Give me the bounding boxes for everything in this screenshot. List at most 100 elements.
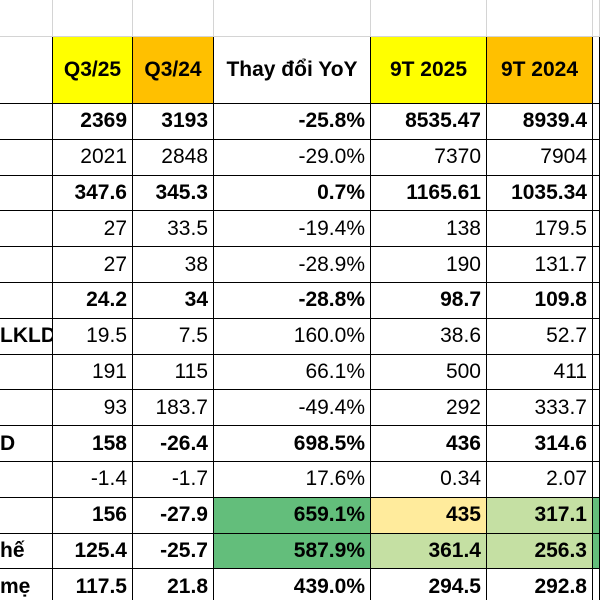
column-header-cell[interactable]: [371, 0, 487, 37]
table-cell[interactable]: 38.6: [371, 318, 487, 355]
row-label[interactable]: [0, 462, 53, 498]
table-cell[interactable]: 115: [133, 354, 214, 391]
table-cell[interactable]: 38: [133, 247, 214, 283]
table-cell[interactable]: -26.4: [133, 426, 214, 462]
table-cell[interactable]: -25.8%: [214, 104, 371, 140]
table-cell[interactable]: 190: [371, 247, 487, 283]
table-cell[interactable]: [593, 104, 600, 140]
column-header-cell[interactable]: [0, 0, 53, 37]
row-label[interactable]: [0, 175, 53, 212]
table-cell[interactable]: 33.5: [133, 211, 214, 248]
column-header[interactable]: 9T 2025: [371, 37, 487, 104]
table-cell[interactable]: 317.1: [487, 497, 593, 534]
table-cell[interactable]: [593, 497, 600, 534]
table-cell[interactable]: 8939.4: [487, 104, 593, 140]
table-cell[interactable]: 138: [371, 211, 487, 248]
row-label[interactable]: D: [0, 426, 53, 462]
table-cell[interactable]: 52.7: [487, 318, 593, 355]
table-cell[interactable]: 292.8: [487, 569, 593, 600]
table-cell[interactable]: 93: [53, 390, 133, 427]
table-cell[interactable]: 19.5: [53, 318, 133, 355]
table-cell[interactable]: -29.0%: [214, 139, 371, 176]
table-cell[interactable]: [593, 175, 600, 212]
table-cell[interactable]: [593, 283, 600, 319]
column-header-cell[interactable]: [487, 0, 593, 37]
table-cell[interactable]: -49.4%: [214, 390, 371, 427]
row-label[interactable]: [0, 390, 53, 427]
table-cell[interactable]: [593, 390, 600, 427]
table-cell[interactable]: 125.4: [53, 533, 133, 570]
table-cell[interactable]: [593, 462, 600, 498]
table-cell[interactable]: 21.8: [133, 569, 214, 600]
table-cell[interactable]: 314.6: [487, 426, 593, 462]
table-cell[interactable]: 500: [371, 354, 487, 391]
table-cell[interactable]: [593, 533, 600, 570]
column-header[interactable]: 9T 2024: [487, 37, 593, 104]
column-header-cell[interactable]: [133, 0, 214, 37]
table-cell[interactable]: 0.7%: [214, 175, 371, 212]
column-header[interactable]: Q3/25: [53, 37, 133, 104]
column-header[interactable]: Q3/24: [133, 37, 214, 104]
table-cell[interactable]: 3193: [133, 104, 214, 140]
table-cell[interactable]: [593, 354, 600, 391]
row-label[interactable]: [0, 139, 53, 176]
row-label[interactable]: mẹ: [0, 569, 53, 600]
table-cell[interactable]: 333.7: [487, 390, 593, 427]
table-cell[interactable]: 183.7: [133, 390, 214, 427]
table-cell[interactable]: 191: [53, 354, 133, 391]
table-cell[interactable]: -28.8%: [214, 283, 371, 319]
table-cell[interactable]: 587.9%: [214, 533, 371, 570]
table-cell[interactable]: -25.7: [133, 533, 214, 570]
table-cell[interactable]: 345.3: [133, 175, 214, 212]
table-cell[interactable]: 34: [133, 283, 214, 319]
table-cell[interactable]: 17.6%: [214, 462, 371, 498]
row-label[interactable]: LKLD: [0, 318, 53, 355]
row-label[interactable]: hế: [0, 533, 53, 570]
table-cell[interactable]: [593, 426, 600, 462]
table-cell[interactable]: [593, 247, 600, 283]
table-cell[interactable]: 27: [53, 247, 133, 283]
table-cell[interactable]: 1035.34: [487, 175, 593, 212]
table-cell[interactable]: 347.6: [53, 175, 133, 212]
column-header[interactable]: Thay đổi YoY: [214, 37, 371, 104]
table-cell[interactable]: 294.5: [371, 569, 487, 600]
table-cell[interactable]: 27: [53, 211, 133, 248]
table-cell[interactable]: 7904: [487, 139, 593, 176]
table-cell[interactable]: -1.7: [133, 462, 214, 498]
column-header-cell[interactable]: [593, 0, 600, 37]
table-cell[interactable]: 8535.47: [371, 104, 487, 140]
table-cell[interactable]: 2021: [53, 139, 133, 176]
table-cell[interactable]: 659.1%: [214, 497, 371, 534]
table-cell[interactable]: 160.0%: [214, 318, 371, 355]
row-label[interactable]: [0, 104, 53, 140]
table-cell[interactable]: -19.4%: [214, 211, 371, 248]
table-cell[interactable]: 179.5: [487, 211, 593, 248]
row-label[interactable]: [0, 247, 53, 283]
table-cell[interactable]: 24.2: [53, 283, 133, 319]
table-cell[interactable]: [593, 318, 600, 355]
table-cell[interactable]: 66.1%: [214, 354, 371, 391]
row-label[interactable]: [0, 283, 53, 319]
column-header[interactable]: [593, 37, 600, 104]
table-cell[interactable]: 7370: [371, 139, 487, 176]
row-label[interactable]: [0, 497, 53, 534]
table-cell[interactable]: 98.7: [371, 283, 487, 319]
table-cell[interactable]: 2848: [133, 139, 214, 176]
table-cell[interactable]: 256.3: [487, 533, 593, 570]
table-cell[interactable]: 698.5%: [214, 426, 371, 462]
column-header-cell[interactable]: [214, 0, 371, 37]
table-cell[interactable]: 158: [53, 426, 133, 462]
table-cell[interactable]: -1.4: [53, 462, 133, 498]
table-cell[interactable]: 2369: [53, 104, 133, 140]
table-cell[interactable]: 109.8: [487, 283, 593, 319]
table-cell[interactable]: 131.7: [487, 247, 593, 283]
column-header[interactable]: [0, 37, 53, 104]
table-cell[interactable]: 411: [487, 354, 593, 391]
table-cell[interactable]: 361.4: [371, 533, 487, 570]
table-cell[interactable]: [593, 211, 600, 248]
table-cell[interactable]: [593, 569, 600, 600]
table-cell[interactable]: 2.07: [487, 462, 593, 498]
table-cell[interactable]: 7.5: [133, 318, 214, 355]
row-label[interactable]: [0, 211, 53, 248]
table-cell[interactable]: -28.9%: [214, 247, 371, 283]
